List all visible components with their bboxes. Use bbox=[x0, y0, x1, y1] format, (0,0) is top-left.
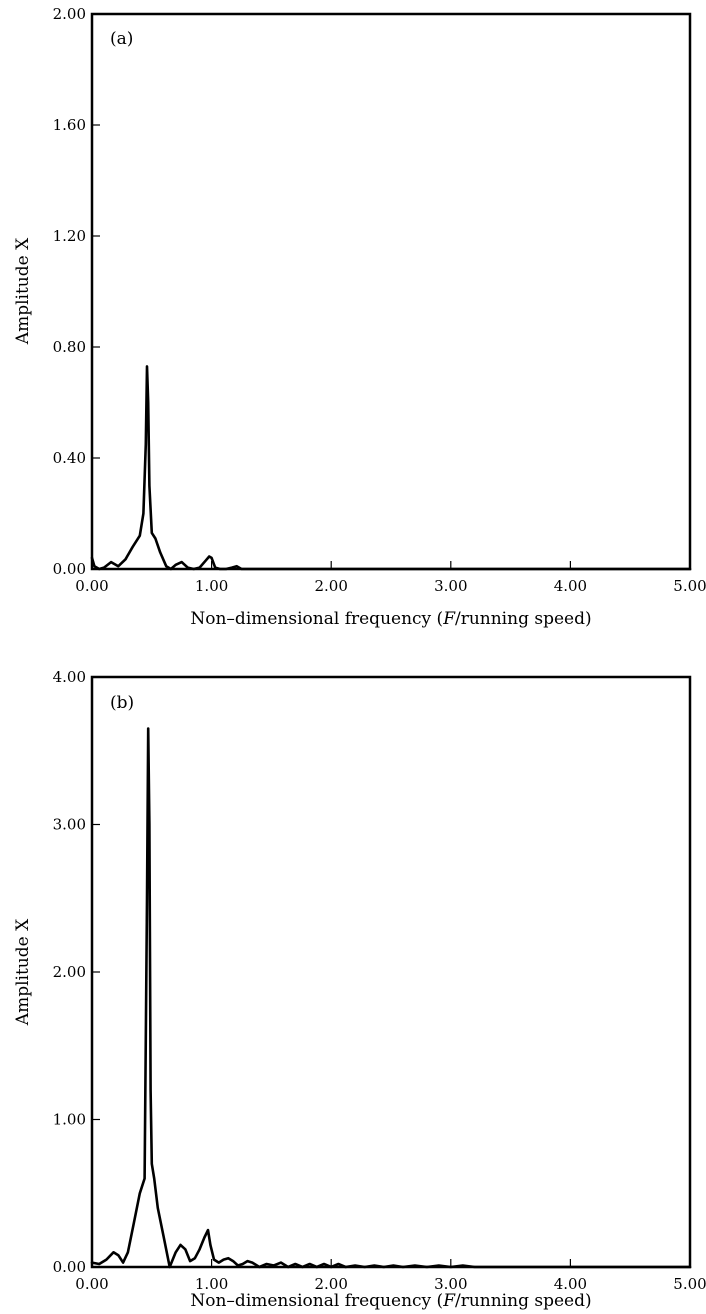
x-tick-label: 5.00 bbox=[673, 1275, 706, 1293]
y-tick-label: 0.40 bbox=[53, 449, 86, 467]
y-axis-title: Amplitude X bbox=[13, 237, 33, 345]
chart-panel-b: 0.00 1.00 2.00 3.00 4.00 0.00 1.00 2.00 3.00 4.0… bbox=[13, 668, 706, 1311]
x-axis-title: Non–dimensional frequency (F/running spe… bbox=[190, 1291, 591, 1311]
y-tick-label: 4.00 bbox=[53, 668, 86, 686]
x-tick-label: 0.00 bbox=[75, 1275, 108, 1293]
y-tick-label: 2.00 bbox=[53, 5, 86, 23]
x-tick-label: 4.00 bbox=[554, 1275, 587, 1293]
tick-marks bbox=[91, 13, 691, 570]
y-tick-label: 1.00 bbox=[53, 1111, 86, 1129]
y-tick-label: 2.00 bbox=[53, 963, 86, 981]
plot-frame bbox=[90, 675, 692, 1269]
x-tick-label: 3.00 bbox=[434, 577, 467, 595]
chart-panel-a: 0.00 0.40 0.80 1.20 1.60 2.00 0.00 1.00 2.00 3.0… bbox=[13, 5, 706, 629]
x-tick-label: 2.00 bbox=[314, 1275, 347, 1293]
spectrum-line bbox=[90, 365, 692, 571]
x-tick-label: 0.00 bbox=[75, 577, 108, 595]
x-tick-label: 5.00 bbox=[673, 577, 706, 595]
tick-marks bbox=[91, 676, 691, 1268]
y-tick-labels: 0.00 1.00 2.00 3.00 4.00 bbox=[53, 668, 86, 1276]
x-tick-labels: 0.00 1.00 2.00 3.00 4.00 5.00 bbox=[75, 1275, 706, 1293]
y-axis-title: Amplitude X bbox=[13, 918, 33, 1026]
panel-label: (a) bbox=[110, 29, 133, 49]
spectrum-line bbox=[90, 727, 692, 1269]
y-tick-label: 0.80 bbox=[53, 338, 86, 356]
x-tick-label: 1.00 bbox=[195, 577, 228, 595]
x-tick-label: 1.00 bbox=[195, 1275, 228, 1293]
y-tick-label: 1.20 bbox=[53, 227, 86, 245]
x-axis-title: Non–dimensional frequency (F/running spe… bbox=[190, 609, 591, 629]
y-tick-label: 0.00 bbox=[53, 560, 86, 578]
plot-frame bbox=[90, 12, 692, 571]
x-tick-label: 4.00 bbox=[554, 577, 587, 595]
panel-label: (b) bbox=[110, 693, 134, 713]
y-tick-labels: 0.00 0.40 0.80 1.20 1.60 2.00 bbox=[53, 5, 86, 578]
y-tick-label: 3.00 bbox=[53, 816, 86, 834]
y-tick-label: 1.60 bbox=[53, 116, 86, 134]
x-tick-labels: 0.00 1.00 2.00 3.00 4.00 5.00 bbox=[75, 577, 706, 595]
x-tick-label: 2.00 bbox=[314, 577, 347, 595]
y-tick-label: 0.00 bbox=[53, 1258, 86, 1276]
x-tick-label: 3.00 bbox=[434, 1275, 467, 1293]
